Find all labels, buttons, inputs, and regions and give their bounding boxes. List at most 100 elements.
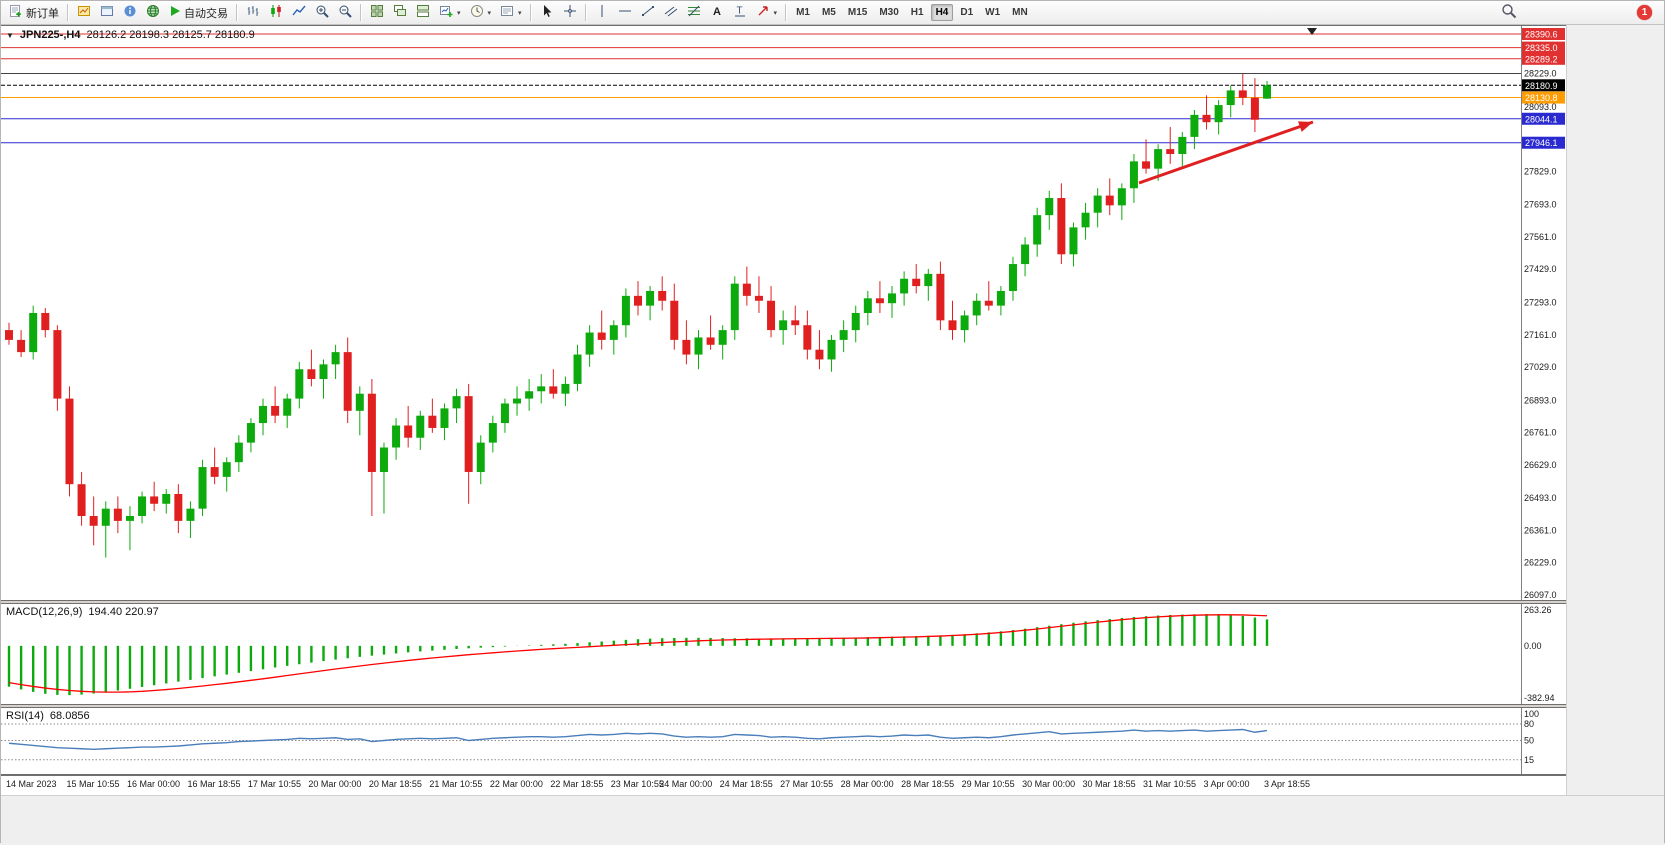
bar-chart-button[interactable] xyxy=(242,3,264,23)
svg-text:28130.8: 28130.8 xyxy=(1525,93,1558,103)
timeframe-button-H1[interactable]: H1 xyxy=(906,4,929,21)
candlestick-chart-icon xyxy=(269,4,283,21)
trendline-button[interactable] xyxy=(637,3,659,23)
fibonacci-button[interactable] xyxy=(683,3,705,23)
svg-text:26097.0: 26097.0 xyxy=(1524,590,1557,600)
macd-canvas[interactable]: 263.26 0.00 -382.94 xyxy=(1,604,1566,704)
toolbar-separator xyxy=(529,4,532,21)
web-community-button[interactable] xyxy=(142,3,164,23)
timeframe-button-D1[interactable]: D1 xyxy=(955,4,978,21)
time-label: 16 Mar 00:00 xyxy=(126,779,180,789)
svg-text:27561.0: 27561.0 xyxy=(1524,232,1557,242)
time-label: 24 Mar 18:55 xyxy=(719,779,773,789)
time-label: 20 Mar 00:00 xyxy=(308,779,362,789)
time-label: 30 Mar 00:00 xyxy=(1022,779,1076,789)
profiles-button[interactable] xyxy=(96,3,118,23)
svg-text:26629.0: 26629.0 xyxy=(1524,460,1557,470)
chevron-down-icon: ▾ xyxy=(487,9,492,17)
toolbar-separator xyxy=(584,4,587,21)
svg-text:27429.0: 27429.0 xyxy=(1524,264,1557,274)
crosshair-icon xyxy=(563,4,577,21)
toolbar-right-group: 1 xyxy=(1497,3,1660,23)
text-label-button[interactable]: T xyxy=(729,3,751,23)
new-order-button[interactable]: 新订单 xyxy=(5,3,63,23)
time-label: 30 Mar 18:55 xyxy=(1082,779,1136,789)
tile-windows-icon xyxy=(370,4,384,21)
panel-splitter[interactable] xyxy=(1,601,1566,603)
svg-text:15: 15 xyxy=(1524,755,1534,765)
new-chart-button[interactable] xyxy=(73,3,95,23)
timeframe-button-M15[interactable]: M15 xyxy=(843,4,872,21)
vertical-line-icon xyxy=(595,4,609,21)
macd-panel: 263.26 0.00 -382.94 MACD(12,26,9) 194.40 2… xyxy=(1,603,1566,705)
chevron-down-icon: ▾ xyxy=(518,9,522,17)
chevron-down-icon: ▾ xyxy=(457,9,461,17)
time-label: 28 Mar 18:55 xyxy=(901,779,955,789)
template-icon xyxy=(500,4,514,21)
new-chart-icon xyxy=(77,4,91,21)
arrow-object-icon xyxy=(756,4,770,21)
channel-button[interactable] xyxy=(660,3,682,23)
trendline-icon xyxy=(641,4,655,21)
text-label-icon: T xyxy=(733,4,747,21)
panel-splitter[interactable] xyxy=(1,705,1566,707)
svg-text:26493.0: 26493.0 xyxy=(1524,493,1557,503)
channel-icon xyxy=(664,4,678,21)
price-chart-canvas[interactable]: 28229.0 28093.0 27829.0 27693.0 27561.0 27429… xyxy=(1,26,1566,600)
templates-dropdown-button[interactable]: ▾ xyxy=(496,3,526,23)
arrows-dropdown-button[interactable]: ▾ xyxy=(752,3,782,23)
crosshair-button[interactable] xyxy=(559,3,581,23)
info-icon xyxy=(123,4,137,21)
search-button[interactable] xyxy=(1497,3,1521,23)
time-label: 3 Apr 00:00 xyxy=(1203,779,1250,789)
search-icon xyxy=(1501,3,1517,22)
svg-text:28180.9: 28180.9 xyxy=(1525,81,1558,91)
svg-text:263.26: 263.26 xyxy=(1524,605,1552,615)
timeframe-button-M30[interactable]: M30 xyxy=(874,4,903,21)
arrange-windows-button[interactable] xyxy=(412,3,434,23)
horizontal-line-button[interactable] xyxy=(614,3,636,23)
text-icon: A xyxy=(710,4,724,21)
vertical-line-button[interactable] xyxy=(591,3,613,23)
line-chart-button[interactable] xyxy=(288,3,310,23)
profiles-icon xyxy=(100,4,114,21)
toolbar-separator xyxy=(785,4,788,21)
trend-arrow-head xyxy=(1298,121,1313,132)
autotrading-button[interactable]: 自动交易 xyxy=(165,3,232,23)
add-indicator-dropdown-button[interactable]: ▾ xyxy=(435,3,465,23)
timeframe-button-M1[interactable]: M1 xyxy=(791,4,815,21)
zoom-out-button[interactable] xyxy=(334,3,356,23)
add-indicator-icon xyxy=(439,4,453,21)
svg-text:27693.0: 27693.0 xyxy=(1524,200,1557,210)
zoom-out-icon xyxy=(338,4,352,21)
time-axis[interactable]: 14 Mar 2023 15 Mar 10:55 16 Mar 00:00 16 Ma… xyxy=(1,775,1566,795)
zoom-in-button[interactable] xyxy=(311,3,333,23)
periods-dropdown-button[interactable]: ▾ xyxy=(466,3,496,23)
timeframe-button-MN[interactable]: MN xyxy=(1007,4,1033,21)
timeframe-button-H4[interactable]: H4 xyxy=(930,4,954,21)
cascade-windows-button[interactable] xyxy=(389,3,411,23)
svg-text:-382.94: -382.94 xyxy=(1524,693,1555,703)
notification-badge[interactable]: 1 xyxy=(1637,5,1652,20)
svg-text:27293.0: 27293.0 xyxy=(1524,297,1557,307)
toolbar-separator xyxy=(67,4,69,21)
bottom-empty-area xyxy=(1,795,1664,845)
timeframe-button-W1[interactable]: W1 xyxy=(980,4,1005,21)
new-order-icon xyxy=(9,4,23,21)
time-label: 28 Mar 00:00 xyxy=(840,779,894,789)
text-button[interactable]: A xyxy=(706,3,728,23)
globe-icon xyxy=(146,4,160,21)
info-button[interactable] xyxy=(119,3,141,23)
cursor-button[interactable] xyxy=(536,3,558,23)
rsi-panel: 100 80 50 15 RSI(14) 68.0856 xyxy=(1,707,1566,775)
trend-arrow xyxy=(1138,120,1314,185)
candlestick-chart-button[interactable] xyxy=(265,3,287,23)
svg-text:27946.1: 27946.1 xyxy=(1525,138,1558,148)
tile-windows-button[interactable] xyxy=(366,3,388,23)
timeframe-button-M5[interactable]: M5 xyxy=(817,4,841,21)
svg-text:100: 100 xyxy=(1524,709,1539,719)
svg-text:50: 50 xyxy=(1524,736,1534,746)
svg-text:28044.1: 28044.1 xyxy=(1525,114,1558,124)
